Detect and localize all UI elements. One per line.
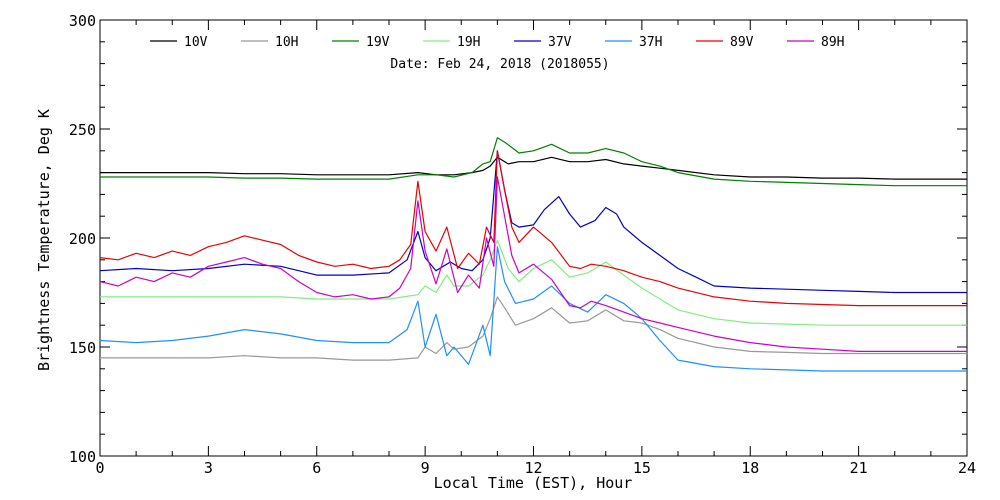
x-tick-label: 21 <box>850 459 868 477</box>
legend-label-89v: 89V <box>730 35 754 50</box>
legend-label-89h: 89H <box>821 35 844 50</box>
x-axis-label: Local Time (EST), Hour <box>434 474 633 492</box>
legend: 10V 10H 19V 19H 37V 37H 89V 89H <box>150 35 844 50</box>
y-tick-label: 200 <box>69 230 96 248</box>
x-tick-label: 9 <box>421 459 430 477</box>
series-line-19v <box>100 137 967 187</box>
series-line-10h <box>100 296 967 361</box>
tick-labels: 0 3 6 9 12 15 18 21 24 100 150 200 250 300 <box>69 12 976 477</box>
legend-label-19h: 19H <box>457 35 480 50</box>
axis-ticks <box>99 19 968 457</box>
y-tick-label: 100 <box>69 448 96 466</box>
legend-label-19v: 19V <box>366 35 390 50</box>
series-line-89h <box>99 176 967 352</box>
y-tick-label: 300 <box>69 12 96 30</box>
series-line-10v <box>100 156 967 180</box>
x-tick-label: 3 <box>204 459 213 477</box>
legend-label-10v: 10V <box>184 35 208 50</box>
series-line-19h <box>100 239 967 326</box>
x-tick-label: 18 <box>741 459 759 477</box>
legend-label-37v: 37V <box>548 35 572 50</box>
plot-frame <box>99 19 968 457</box>
x-tick-label: 12 <box>524 459 542 477</box>
x-tick-label: 15 <box>633 459 651 477</box>
x-tick-label: 24 <box>958 459 976 477</box>
x-tick-label: 0 <box>95 459 104 477</box>
legend-label-37h: 37H <box>639 35 662 50</box>
series-line-37v <box>99 150 967 294</box>
y-axis-label: Brightness Temperature, Deg K <box>35 109 53 371</box>
legend-label-10h: 10H <box>275 35 298 50</box>
y-tick-label: 150 <box>69 339 96 357</box>
series-line-37h <box>99 246 967 372</box>
x-tick-label: 6 <box>312 459 321 477</box>
y-tick-label: 250 <box>69 121 96 139</box>
chart-annotation: Date: Feb 24, 2018 (2018055) <box>390 57 609 72</box>
series-lines <box>99 137 967 372</box>
series-line-89v <box>99 150 967 307</box>
